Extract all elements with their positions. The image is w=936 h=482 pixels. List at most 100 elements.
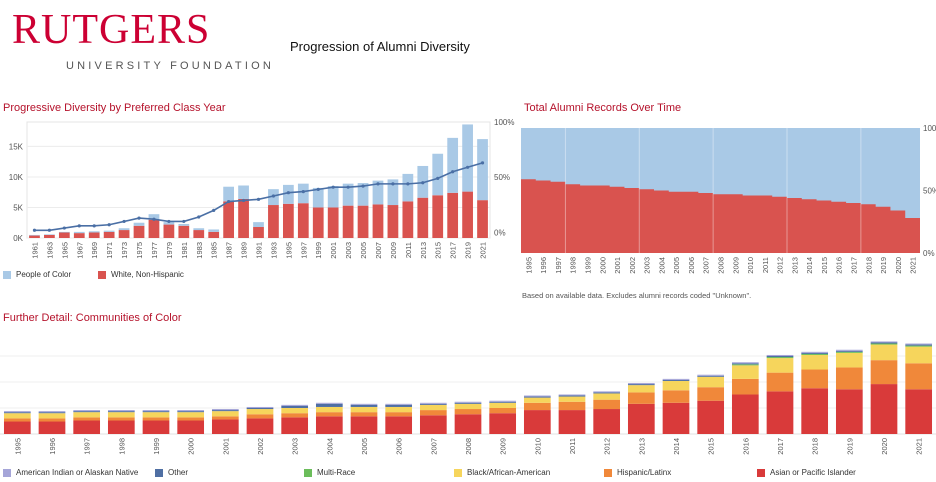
percent-poc-point — [227, 199, 231, 204]
bar-segment-hispanic-latinx — [142, 417, 170, 421]
bar-white — [238, 198, 249, 238]
x-tick-label: 2001 — [613, 257, 622, 274]
bar-segment-other — [697, 375, 725, 377]
percent-poc-point — [406, 182, 410, 186]
x-tick-label: 1995 — [284, 242, 293, 259]
bar-people-of-color — [432, 153, 444, 196]
bar-segment-american-indian-or-alaskan-native — [107, 410, 135, 412]
x-tick-label: 1993 — [269, 242, 278, 259]
x-tick-label: 2014 — [672, 438, 681, 455]
percent-poc-point — [92, 224, 96, 228]
legend-item-white-non-hispanic: White, Non-Hispanic — [98, 270, 184, 279]
bar-segment-asian-or-pacific-islander — [281, 417, 309, 434]
bar-people-of-color — [44, 234, 55, 235]
bar-white — [372, 204, 384, 238]
bar-segment-other — [870, 342, 898, 344]
x-tick-label: 2021 — [915, 438, 924, 455]
bar-white — [402, 201, 414, 238]
bar-segment-american-indian-or-alaskan-native — [662, 378, 690, 380]
bar-segment-other — [835, 350, 863, 352]
panel3-title: Further Detail: Communities of Color — [3, 312, 182, 324]
bar-people-of-color — [387, 179, 399, 206]
bar-white — [103, 231, 115, 238]
y-tick-label: 10K — [9, 173, 24, 182]
bar-segment-asian-or-pacific-islander — [731, 394, 759, 434]
percent-poc-line — [34, 162, 483, 232]
x-tick-label: 1999 — [584, 257, 593, 274]
bar-segment-hispanic-latinx — [489, 408, 517, 414]
x-tick-label: 2017 — [776, 438, 785, 455]
legend-item-asian: Asian or Pacific Islander — [757, 468, 856, 477]
bar-segment-american-indian-or-alaskan-native — [697, 374, 725, 376]
bar-white — [327, 207, 339, 238]
bar-segment-american-indian-or-alaskan-native — [593, 391, 621, 393]
bar-segment-american-indian-or-alaskan-native — [731, 362, 759, 364]
bar-segment-asian-or-pacific-islander — [142, 420, 170, 434]
bar-people-of-color — [148, 214, 160, 220]
legend-label: People of Color — [16, 270, 72, 279]
x-tick-label: 2001 — [221, 438, 230, 455]
bar-white — [447, 192, 459, 238]
bar-people-of-color — [88, 231, 100, 233]
bar-people-of-color — [118, 228, 130, 231]
bar-segment-asian-or-pacific-islander — [558, 410, 586, 434]
x-tick-label: 2009 — [389, 242, 398, 259]
bar-segment-hispanic-latinx — [73, 417, 101, 421]
bar-segment-asian-or-pacific-islander — [38, 421, 66, 434]
x-tick-label: 2008 — [464, 438, 473, 455]
bar-white — [417, 197, 429, 238]
bar-segment-other — [350, 404, 378, 407]
bar-segment-asian-or-pacific-islander — [385, 416, 413, 434]
x-tick-label: 2003 — [344, 242, 353, 259]
bar-white — [148, 219, 160, 238]
legend-label: American Indian or Alaskan Native — [16, 468, 139, 477]
y-tick-label: 0K — [13, 234, 23, 243]
legend-item-black: Black/African-American — [454, 468, 550, 477]
x-tick-label: 2015 — [820, 257, 829, 274]
bar-people-of-color — [223, 186, 235, 202]
bar-segment-multi-race — [801, 353, 829, 355]
x-tick-label: 2019 — [464, 242, 473, 259]
bar-white — [193, 230, 205, 238]
percent-poc-point — [331, 185, 335, 189]
bar-segment-black-african-american — [315, 406, 343, 413]
bar-people-of-color — [253, 222, 264, 228]
bar-segment-hispanic-latinx — [662, 390, 690, 403]
bar-segment-hispanic-latinx — [697, 387, 725, 401]
percent-poc-point — [465, 165, 470, 169]
x-tick-label: 1999 — [314, 242, 323, 259]
bar-segment-american-indian-or-alaskan-native — [246, 406, 274, 408]
bar-people-of-color — [342, 183, 354, 206]
bar-segment-black-african-american — [107, 412, 135, 418]
bar-white — [133, 225, 145, 238]
bar-segment-asian-or-pacific-islander — [697, 400, 725, 434]
percent-poc-point — [451, 170, 455, 174]
bar-people-of-color — [73, 231, 85, 234]
bar-people-of-color — [357, 183, 369, 206]
bar-segment-other — [627, 384, 655, 386]
bar-segment-other — [246, 408, 274, 410]
percent-poc-point — [256, 197, 261, 201]
bar-segment-black-african-american — [246, 409, 274, 415]
bar-segment-black-african-american — [697, 376, 725, 388]
bar-segment-asian-or-pacific-islander — [905, 389, 933, 434]
bar-segment-hispanic-latinx — [593, 399, 621, 410]
bar-segment-other — [558, 395, 586, 397]
legend-label: Other — [168, 468, 189, 477]
x-tick-label: 2021 — [909, 257, 918, 274]
y2-tick-label: 50% — [494, 173, 510, 182]
bar-segment-american-indian-or-alaskan-native — [385, 403, 413, 405]
bar-white — [297, 203, 309, 238]
percent-poc-point — [346, 185, 350, 189]
bar-people-of-color — [29, 234, 40, 236]
x-tick-label: 2013 — [419, 242, 428, 259]
logo-wordmark: RUTGERS — [12, 7, 211, 53]
x-tick-label: 2016 — [835, 257, 844, 274]
bar-segment-other — [419, 403, 447, 405]
bar-segment-other — [107, 411, 135, 413]
x-tick-label: 1979 — [165, 242, 174, 259]
x-tick-label: 1981 — [180, 242, 189, 259]
bar-segment-hispanic-latinx — [627, 392, 655, 404]
bar-segment-black-african-american — [350, 406, 378, 413]
bar-people-of-color — [163, 222, 175, 225]
